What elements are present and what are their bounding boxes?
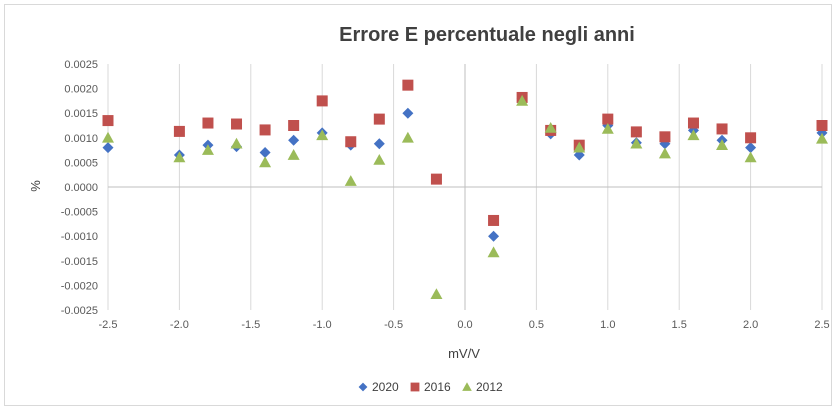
data-point-2016	[488, 214, 500, 226]
data-point-2016	[716, 123, 728, 135]
data-point-2016	[173, 125, 185, 137]
data-point-2016	[316, 95, 328, 107]
x-tick-label: -0.5	[384, 319, 403, 331]
data-point-2012	[373, 153, 386, 165]
data-point-2012	[287, 149, 300, 160]
data-point-2020	[373, 138, 385, 150]
y-tick-label: 0.0025	[64, 59, 98, 71]
legend-label-2016: 2016	[424, 380, 451, 394]
x-tick-label: -1.5	[241, 319, 260, 331]
x-tick-label: 1.0	[600, 319, 615, 331]
legend-item-2020: 2020	[358, 380, 399, 394]
data-point-2012	[487, 246, 500, 258]
data-point-2020	[288, 134, 300, 146]
data-point-2012	[430, 288, 443, 300]
y-tick-label: 0.0015	[64, 108, 98, 120]
data-point-2016	[259, 124, 271, 136]
data-point-2012	[601, 122, 614, 134]
data-point-2012	[816, 132, 828, 144]
data-point-2012	[516, 94, 529, 106]
data-point-2016	[745, 132, 757, 144]
data-point-2012	[230, 137, 243, 149]
y-tick-label: -0.0025	[61, 305, 98, 317]
data-point-2016	[402, 79, 414, 91]
data-point-2020	[488, 230, 500, 242]
y-tick-label: -0.0010	[61, 231, 98, 243]
data-point-2020	[102, 142, 114, 154]
x-axis-label: mV/V	[448, 346, 480, 361]
data-point-2016	[373, 113, 385, 125]
y-tick-label: 0.0005	[64, 157, 98, 169]
data-point-2012	[544, 121, 557, 133]
data-point-2012	[259, 156, 272, 168]
data-point-2012	[401, 131, 414, 143]
x-tick-label: 0.5	[529, 319, 544, 331]
legend: 2020 2016 2012	[358, 380, 503, 394]
data-point-2012	[573, 141, 586, 153]
data-point-2012	[687, 129, 700, 141]
data-point-2016	[202, 117, 214, 129]
data-point-2012	[316, 129, 329, 141]
chart-frame	[4, 4, 832, 406]
legend-label-2020: 2020	[372, 380, 399, 394]
data-point-2016	[659, 131, 671, 143]
data-point-2012	[344, 175, 357, 186]
y-tick-label: -0.0015	[61, 256, 98, 268]
y-tick-label: -0.0005	[61, 207, 98, 219]
x-tick-label: -1.0	[313, 319, 332, 331]
y-tick-labels: 0.0025 0.0020 0.0015 0.0010 0.0005 0.0000 -0.0…	[61, 59, 98, 317]
x-tick-label: 0.0	[457, 319, 472, 331]
x-tick-label: 1.5	[672, 319, 687, 331]
legend-marker-2012	[462, 382, 472, 391]
y-tick-label: 0.0020	[64, 84, 98, 96]
data-point-2016	[288, 120, 300, 131]
x-tick-labels: -2.5 -2.0 -1.5 -1.0 -0.5 0.0 0.5 1.0 1.5 2.0 2.5	[99, 319, 830, 331]
data-point-2020	[259, 147, 271, 159]
y-tick-label: 0.0000	[64, 182, 98, 194]
axes	[108, 64, 822, 310]
legend-marker-2020	[358, 382, 368, 392]
data-point-2020	[745, 142, 757, 154]
x-tick-label: 2.0	[743, 319, 758, 331]
data-point-2016	[231, 118, 243, 130]
data-point-2012	[102, 131, 114, 143]
legend-item-2016: 2016	[410, 380, 451, 394]
x-tick-label: -2.5	[99, 319, 118, 331]
data-point-2016	[630, 126, 642, 138]
data-point-2012	[173, 151, 186, 163]
data-point-2012	[744, 151, 757, 163]
y-tick-label: 0.0010	[64, 133, 98, 145]
y-tick-label: -0.0020	[61, 280, 98, 292]
series-2012	[102, 94, 828, 300]
data-point-2012	[630, 137, 643, 149]
data-point-2012	[201, 144, 214, 155]
y-axis-label: %	[28, 180, 43, 192]
data-point-2016	[430, 173, 442, 185]
data-point-2016	[345, 136, 357, 148]
legend-label-2012: 2012	[476, 380, 503, 394]
data-point-2012	[716, 139, 729, 150]
data-point-2016	[687, 117, 699, 129]
chart-title: Errore E percentuale negli anni	[339, 24, 635, 46]
data-point-2020	[402, 107, 414, 119]
data-points	[102, 79, 828, 300]
legend-marker-2016	[410, 382, 420, 392]
x-tick-label: 2.5	[814, 319, 829, 331]
x-tick-label: -2.0	[170, 319, 189, 331]
data-point-2016	[102, 115, 114, 127]
data-point-2012	[658, 147, 671, 159]
legend-item-2012: 2012	[462, 380, 503, 394]
data-point-2016	[602, 113, 614, 125]
data-point-2016	[816, 120, 828, 131]
